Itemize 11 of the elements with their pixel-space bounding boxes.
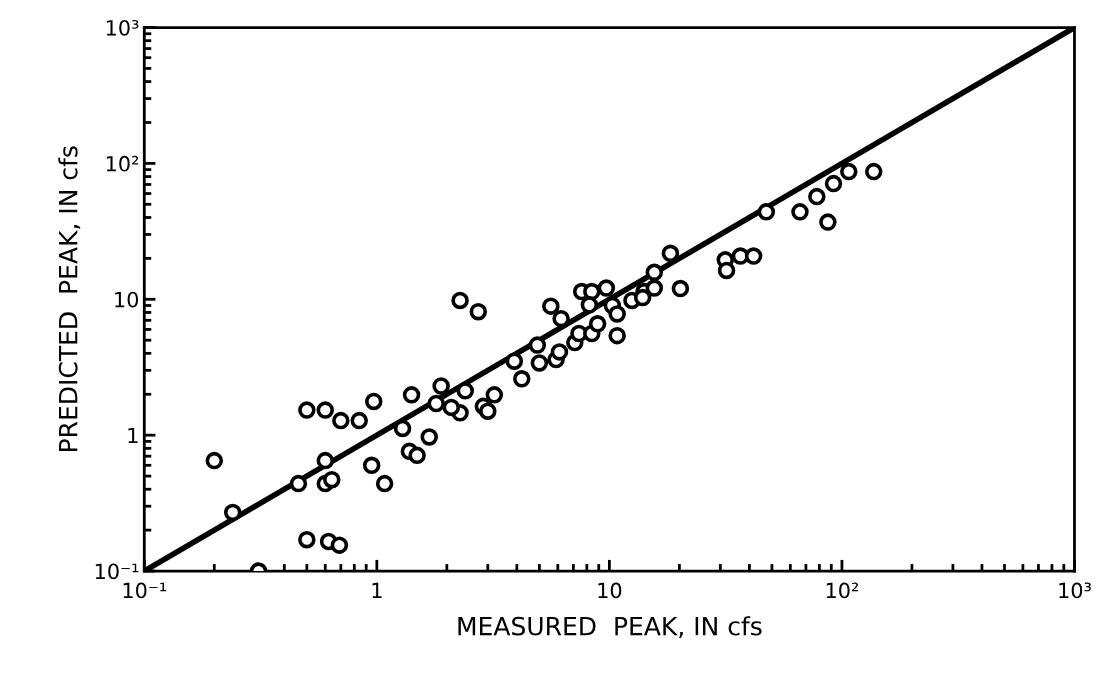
x-tick-label: 10³ xyxy=(1059,582,1091,599)
y-tick-label: 10 xyxy=(115,291,139,308)
x-tick-label: 10 xyxy=(598,582,622,599)
y-tick-label: 10⁻¹ xyxy=(95,563,139,580)
y-tick-label: 10³ xyxy=(106,19,139,36)
y-tick-label: 1 xyxy=(128,427,138,444)
x-axis-title: MEASURED PEAK, IN cfs xyxy=(458,616,762,639)
x-tick-label: 10² xyxy=(826,582,859,599)
y-tick-label: 10² xyxy=(106,155,139,172)
x-tick-label: 1 xyxy=(372,582,382,598)
y-axis-title: PREDICTED PEAK, IN cfs xyxy=(58,146,81,452)
